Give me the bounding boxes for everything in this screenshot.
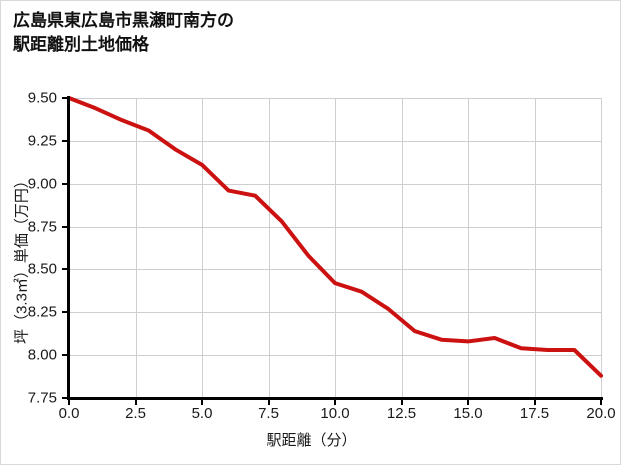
x-tick-mark [334, 400, 336, 405]
y-tick-mark [62, 139, 67, 142]
gridline-vertical [135, 98, 137, 398]
x-tick-label: 15.0 [453, 405, 483, 422]
series-line-path [67, 96, 603, 378]
y-tick-label: 7.75 [27, 389, 57, 407]
x-tick-label: 0.0 [58, 405, 80, 422]
gridline-vertical [268, 98, 270, 398]
y-tick-label: 8.00 [27, 346, 57, 364]
x-axis-label: 駅距離（分） [266, 432, 357, 449]
y-tick-mark [62, 182, 67, 185]
y-tick-mark [62, 354, 67, 357]
x-tick-label: 12.5 [386, 405, 417, 422]
y-tick-label: 9.00 [27, 175, 57, 193]
chart-title: 広島県東広島市黒瀬町南方の 駅距離別土地価格 [13, 11, 234, 55]
x-tick-mark [267, 400, 270, 405]
gridline-vertical [401, 98, 403, 398]
y-axis-spine [67, 96, 70, 400]
x-tick-label: 20.0 [586, 405, 616, 422]
gridline-vertical [335, 98, 336, 398]
gridline-vertical [534, 98, 536, 398]
y-axis-label: 坪（3.3㎡）単価（万円） [13, 173, 31, 344]
x-tick-mark [533, 400, 536, 405]
y-tick-label: 8.50 [27, 260, 57, 278]
x-tick-label: 2.5 [125, 405, 146, 422]
x-tick-label: 7.5 [258, 405, 279, 422]
plot-area [67, 96, 603, 399]
y-tick-mark [62, 97, 67, 99]
y-tick-label: 8.75 [27, 218, 57, 236]
x-tick-mark [400, 400, 403, 405]
gridline-vertical [202, 98, 203, 398]
y-tick-mark [62, 268, 67, 271]
y-tick-mark [62, 311, 67, 314]
x-tick-mark [467, 400, 469, 405]
x-tick-mark [600, 400, 602, 405]
x-tick-label: 17.5 [519, 405, 550, 422]
y-tick-label: 9.25 [27, 132, 57, 150]
x-tick-label: 5.0 [191, 405, 213, 422]
y-tick-label: 8.25 [27, 303, 57, 321]
gridline-vertical [468, 98, 469, 398]
series-line-chart [67, 96, 603, 378]
y-tick-mark [62, 225, 67, 228]
gridline-vertical [601, 98, 602, 398]
y-tick-label: 9.50 [27, 89, 57, 107]
x-axis-spine [67, 397, 603, 400]
x-tick-label: 10.0 [320, 405, 350, 422]
x-tick-mark [201, 400, 203, 405]
y-tick-mark [62, 397, 67, 399]
x-tick-mark [134, 400, 137, 405]
x-tick-mark [68, 400, 70, 405]
